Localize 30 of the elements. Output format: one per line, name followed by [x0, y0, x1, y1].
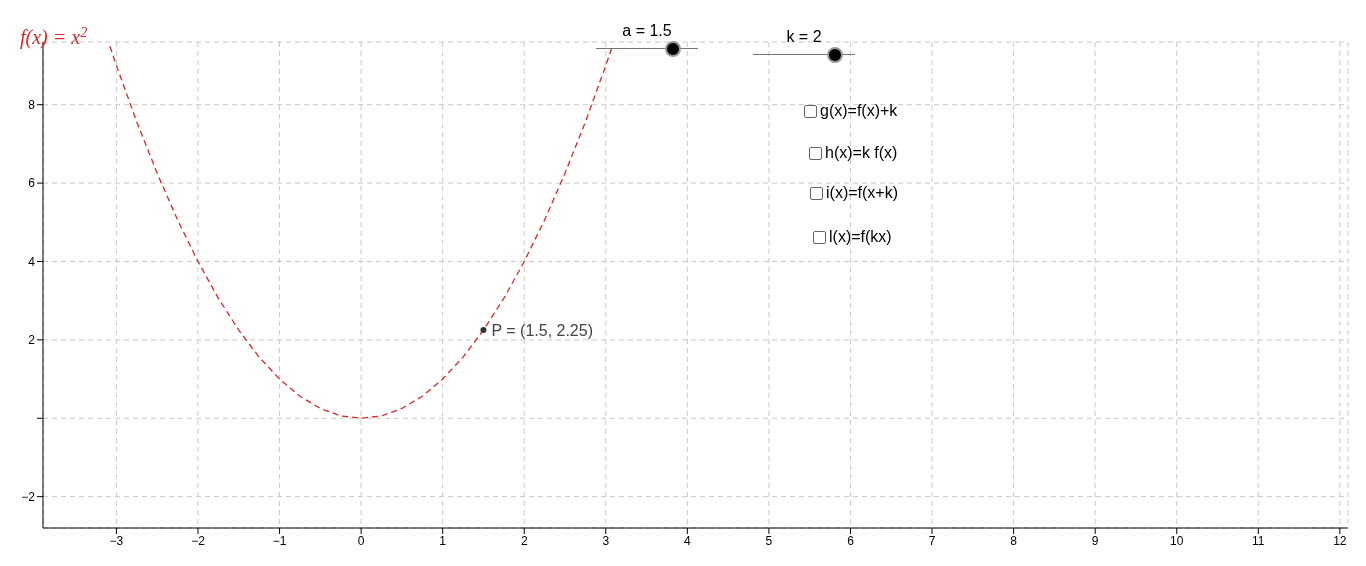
series-label: f(x) = x$^{2}$	[20, 24, 88, 49]
x-tick-label: 3	[602, 533, 610, 548]
x-tick-label: 5	[765, 533, 773, 548]
y-tick-label: 2	[28, 333, 36, 348]
x-tick-label: 8	[1010, 533, 1018, 548]
x-tick-label: 6	[847, 533, 855, 548]
x-tick-label: 12	[1333, 533, 1347, 548]
x-tick-label: 9	[1091, 533, 1099, 548]
line-series	[109, 45, 613, 419]
x-tick-label: 2	[520, 533, 528, 548]
x-tick-label: 4	[684, 533, 691, 548]
x-tick-label: 11	[1252, 533, 1265, 548]
x-tick-label: 10	[1170, 533, 1184, 548]
y-tick-label: 8	[28, 97, 36, 112]
x-tick-label: 0	[357, 533, 365, 548]
y-tick-label: −2	[21, 489, 36, 504]
x-tick-label: −1	[272, 533, 287, 548]
y-tick-label: 6	[28, 176, 36, 191]
annotation: h(x)=k f(x)	[825, 144, 898, 162]
text: a = 1.5	[621, 22, 673, 40]
x-tick-label: 7	[928, 533, 936, 548]
x-tick-label: −3	[109, 533, 124, 548]
y-tick-label: 4	[28, 254, 36, 269]
x-tick-label: 1	[439, 533, 447, 548]
annotation: k = 2	[785, 28, 823, 46]
annotation: i(x)=f(x+k)	[826, 184, 898, 202]
annotation: P = (1.5, 2.25)	[491, 321, 593, 339]
annotation: g(x)=f(x)+k	[820, 102, 898, 120]
annotation: l(x)=f(kx)	[829, 228, 892, 246]
x-tick-label: −2	[191, 533, 206, 548]
